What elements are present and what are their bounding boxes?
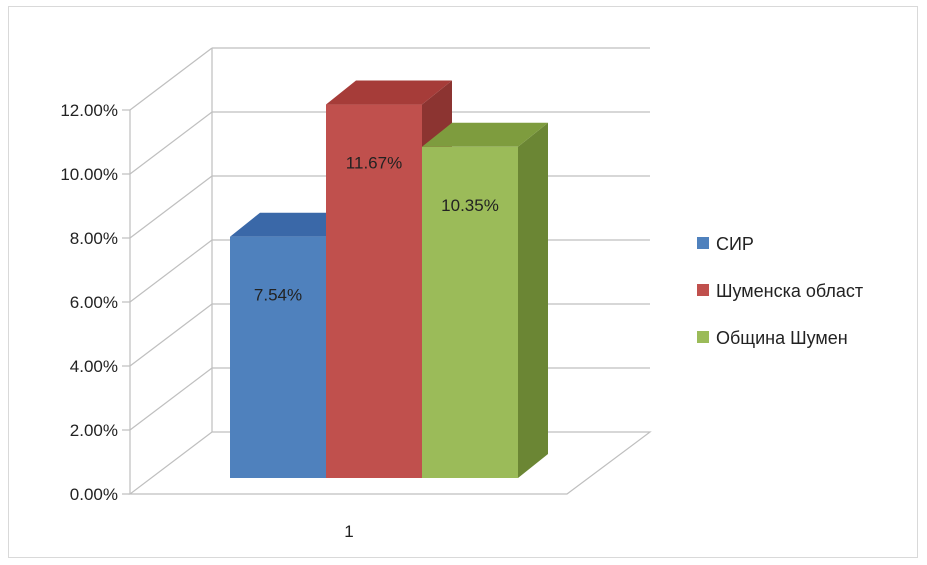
chart-floor (128, 431, 652, 495)
y-axis-ticks: 0.00% 2.00% 4.00% 6.00% 8.00% 10.00% 12.00% (60, 101, 130, 504)
gridline-depth (129, 47, 213, 111)
data-label: 7.54% (254, 286, 302, 305)
bar-top (422, 122, 548, 147)
y-tick-label: 0.00% (70, 485, 118, 504)
gridline-depth (129, 239, 213, 303)
gridline-depth (129, 175, 213, 239)
y-tick-label: 12.00% (60, 101, 118, 120)
x-axis-ticks: 1 (344, 522, 353, 541)
y-tick-label: 10.00% (60, 165, 118, 184)
y-tick-label: 8.00% (70, 229, 118, 248)
gridline-depth (129, 303, 213, 367)
bar-front (422, 146, 518, 479)
y-tick-label: 2.00% (70, 421, 118, 440)
bars: 7.54% 11.67% 10.35% (230, 80, 548, 479)
legend-label: Шуменска област (716, 281, 863, 301)
data-label: 11.67% (346, 154, 402, 173)
chart-frame (8, 6, 918, 558)
y-tick-label: 6.00% (70, 293, 118, 312)
legend-swatch (697, 331, 709, 343)
legend-label: Община Шумен (716, 328, 848, 348)
legend-label: СИР (716, 234, 754, 254)
gridline-depth (129, 111, 213, 175)
legend-swatch (697, 237, 709, 249)
bar-3: 10.35% (422, 122, 548, 479)
bar-top (230, 212, 356, 237)
legend-item: СИР (697, 234, 754, 254)
bar-front (326, 104, 422, 478)
legend-item: Община Шумен (697, 328, 848, 348)
bar-side (518, 122, 548, 479)
y-tick-label: 4.00% (70, 357, 118, 376)
data-label: 10.35% (441, 196, 499, 215)
legend-swatch (697, 284, 709, 296)
legend: СИР Шуменска област Община Шумен (697, 234, 863, 348)
bar-front (230, 236, 326, 478)
gridline-depth (129, 367, 213, 431)
bar-top (326, 80, 452, 105)
legend-item: Шуменска област (697, 281, 863, 301)
x-tick-label: 1 (344, 522, 353, 541)
